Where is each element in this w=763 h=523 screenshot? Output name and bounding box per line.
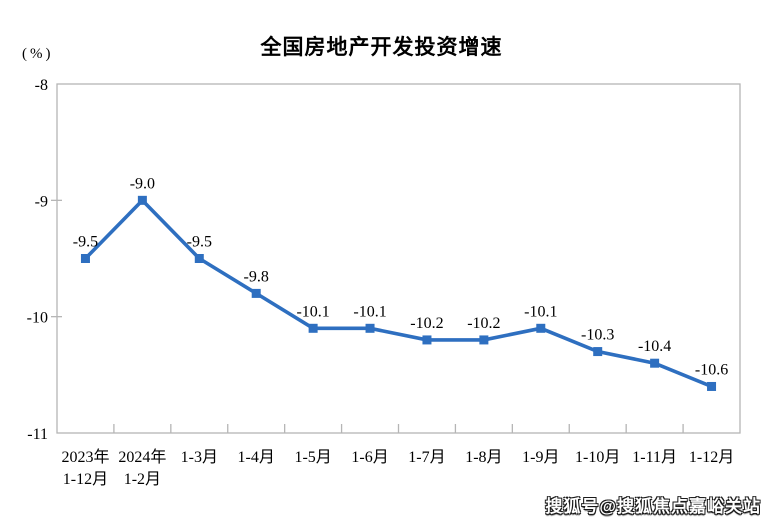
- data-point-marker: [707, 381, 717, 391]
- y-axis-tick-label: -9: [35, 193, 48, 210]
- chart-title: 全国房地产开发投资增速: [260, 36, 503, 59]
- data-point-label: -10.6: [695, 361, 728, 378]
- data-point-marker: [536, 323, 546, 333]
- data-point-marker: [365, 323, 375, 333]
- plot-border: [56, 83, 741, 434]
- x-axis-category-label: 1-11月: [632, 449, 677, 466]
- x-axis-category-label: 1-7月: [408, 449, 445, 466]
- x-axis-category-label: 1-9月: [522, 449, 559, 466]
- x-axis-category-label: 1-4月: [238, 449, 275, 466]
- x-axis-category-label: 1-5月: [294, 449, 331, 466]
- data-point-label: -9.5: [73, 234, 98, 251]
- y-axis-unit-label: (%): [22, 46, 54, 62]
- data-point-label: -9.5: [187, 234, 212, 251]
- y-axis-tick-label: -8: [35, 77, 48, 94]
- x-axis-category-label: 1-2月: [124, 471, 161, 488]
- x-axis-category-label: 1-12月: [689, 449, 734, 466]
- data-point-label: -10.3: [581, 327, 614, 344]
- watermark: 搜狐号@搜狐焦点嘉峪关站: [545, 497, 761, 516]
- data-point-marker: [194, 254, 204, 263]
- data-point-marker: [308, 323, 318, 333]
- x-axis-category-label: 1-6月: [351, 449, 388, 466]
- data-point-label: -10.1: [296, 303, 329, 320]
- data-point-marker: [479, 335, 489, 345]
- x-axis-category-label: 1-3月: [181, 449, 218, 466]
- data-point-label: -10.4: [638, 338, 671, 355]
- x-axis-category-label: 1-12月: [63, 471, 108, 488]
- x-axis-category-label: 1-10月: [575, 449, 620, 466]
- data-point-marker: [80, 254, 90, 263]
- series-line: [83, 197, 714, 389]
- data-point-label: -10.1: [524, 303, 557, 320]
- data-point-label: -10.2: [467, 315, 500, 332]
- data-point-marker: [422, 335, 432, 345]
- y-axis-tick-label: -10: [27, 310, 48, 327]
- data-point-label: -10.1: [353, 303, 386, 320]
- x-axis-category-label: 1-8月: [465, 449, 502, 466]
- x-axis-category-label: 2024年: [118, 448, 166, 466]
- y-axis-tick-label: -11: [27, 426, 48, 443]
- data-point-marker: [137, 195, 147, 205]
- data-point-marker: [251, 288, 261, 298]
- data-point-marker: [650, 358, 660, 368]
- data-point-label: -10.2: [410, 315, 443, 332]
- data-point-marker: [593, 347, 603, 357]
- data-point-label: -9.8: [244, 268, 269, 285]
- x-axis-category-label: 2023年: [61, 448, 109, 466]
- data-point-label: -9.0: [130, 175, 155, 192]
